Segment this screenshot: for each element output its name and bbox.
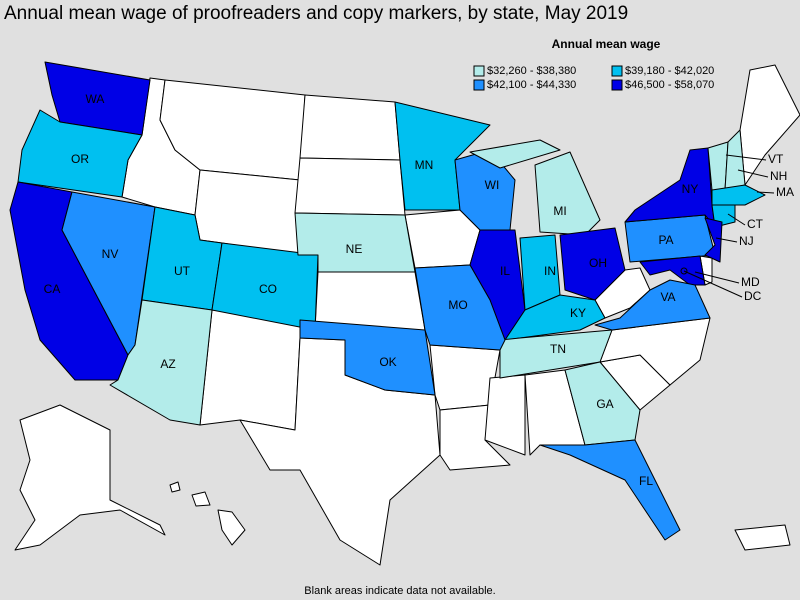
- state-label: VA: [660, 290, 675, 304]
- state: [499, 329, 613, 379]
- state-label: DC: [744, 289, 762, 303]
- state-blank: [739, 64, 800, 186]
- map-title: Annual mean wage of proofreaders and cop…: [4, 3, 628, 24]
- state-label: MA: [776, 185, 794, 199]
- state-label: NE: [346, 242, 363, 256]
- state-label: MO: [448, 298, 467, 312]
- state-blank: [484, 374, 526, 456]
- state-blank: [217, 509, 246, 546]
- legend-title: Annual mean wage: [552, 37, 661, 51]
- state: [17, 109, 143, 198]
- footnote: Blank areas indicate data not available.: [304, 585, 495, 597]
- state-blank: [734, 524, 791, 551]
- legend-label: $39,180 - $42,020: [625, 65, 714, 77]
- legend-label: $42,100 - $44,330: [487, 79, 576, 91]
- state-label: TN: [550, 342, 566, 356]
- legend-label: $46,500 - $58,070: [625, 79, 714, 91]
- state: [704, 217, 723, 263]
- state: [711, 184, 766, 206]
- legend-swatch: [473, 79, 485, 91]
- state-label: CT: [747, 217, 764, 231]
- state-label: KY: [570, 306, 586, 320]
- state-blank: [299, 94, 401, 161]
- state-label: UT: [174, 264, 191, 278]
- state-label: IL: [500, 264, 510, 278]
- state: [534, 151, 601, 236]
- leader-line: [683, 270, 743, 298]
- state: [539, 439, 681, 541]
- legend-swatch: [473, 65, 485, 77]
- leader-line: [725, 154, 767, 161]
- state-label: PA: [658, 233, 673, 247]
- state-label: OK: [379, 355, 396, 369]
- leader-line: [737, 169, 769, 178]
- leader-line: [727, 213, 746, 226]
- state-label: OR: [71, 152, 89, 166]
- state-label: AZ: [160, 357, 175, 371]
- state: [299, 319, 436, 396]
- state-label: MN: [415, 158, 434, 172]
- state: [109, 299, 213, 426]
- state: [294, 212, 416, 273]
- state-blank: [191, 491, 211, 507]
- state-label: CA: [44, 282, 61, 296]
- state: [624, 147, 716, 228]
- state: [559, 227, 626, 301]
- state-label: FL: [639, 474, 653, 488]
- state-blank: [314, 271, 426, 331]
- state-blank: [14, 404, 166, 551]
- state-label: WI: [485, 178, 500, 192]
- leader-line: [694, 271, 740, 284]
- state-label: NY: [682, 182, 699, 196]
- leader-line: [715, 237, 738, 243]
- state-labels: WA OR CA NV UT AZ CO NE MN WI MI IL IN OH KY TN MO OK GA FL…: [44, 92, 794, 488]
- state-label: CO: [259, 282, 277, 296]
- state-label: NH: [770, 169, 787, 183]
- leader-line: [756, 191, 775, 194]
- state-blank: [294, 157, 406, 216]
- state-label: OH: [589, 256, 607, 270]
- state: [469, 139, 561, 169]
- blank-states: [14, 64, 800, 566]
- state-blank: [199, 309, 301, 431]
- legend: $32,260 - $38,380 $39,180 - $42,020 $42,10…: [473, 65, 714, 91]
- state-label: MI: [553, 204, 566, 218]
- state-blank: [169, 481, 181, 493]
- legend-label: $32,260 - $38,380: [487, 65, 576, 77]
- state-label: WA: [86, 92, 105, 106]
- state: [594, 279, 711, 331]
- state: [564, 361, 641, 446]
- state-label: NJ: [739, 234, 754, 248]
- state-label: GA: [596, 397, 613, 411]
- state-label: VT: [768, 152, 784, 166]
- legend-swatch: [611, 79, 623, 91]
- state-label: IN: [544, 264, 556, 278]
- states: [9, 61, 766, 541]
- legend-swatch: [611, 65, 623, 77]
- state-label: NV: [102, 247, 119, 261]
- state-label: MD: [741, 275, 760, 289]
